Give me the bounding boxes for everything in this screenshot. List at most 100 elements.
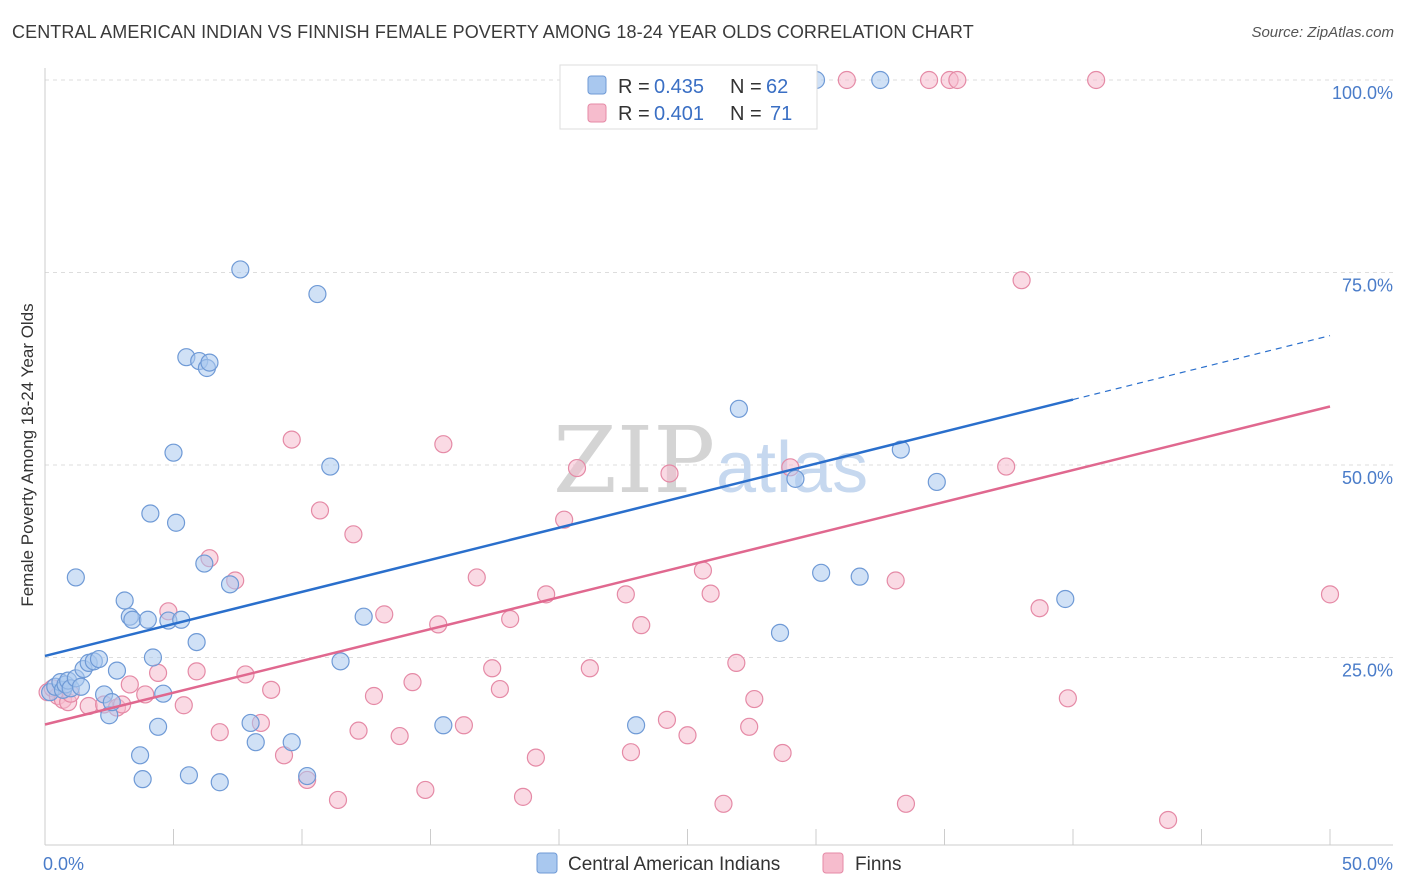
x-tick-labels: 0.0% 50.0% — [43, 854, 1393, 874]
central-american-indians-point-56 — [850, 567, 869, 586]
finns-point-55 — [714, 794, 733, 813]
central-american-indians-point-19 — [123, 610, 142, 629]
stats-legend: R = 0.435 N = 62 R = 0.401 N = 71 — [559, 64, 818, 130]
x-tick-label-0: 0.0% — [43, 854, 84, 874]
central-american-indians-point-44 — [298, 766, 317, 786]
central-american-indians-point-60 — [1056, 589, 1075, 609]
finns-point-37 — [467, 568, 486, 587]
central-american-indians-point-61 — [66, 568, 85, 587]
central-american-indians-point-8 — [71, 677, 91, 696]
finns-point-67 — [997, 457, 1016, 476]
finns-point-48 — [621, 743, 641, 762]
finns-point-56 — [727, 653, 746, 672]
finns-point-54 — [701, 584, 720, 603]
central-american-indians-point-25 — [148, 717, 168, 736]
trend-line-blue — [44, 398, 1074, 658]
gridlines — [45, 79, 1393, 658]
finns-point-62 — [886, 571, 905, 590]
central-american-indians-point-48 — [354, 607, 373, 626]
central-american-indians-point-43 — [282, 733, 301, 752]
finns-point-25 — [310, 501, 330, 520]
central-american-indians-point-40 — [231, 260, 250, 279]
legend-swatch-blue — [587, 75, 607, 95]
central-american-indians-point-45 — [308, 284, 327, 304]
finns-point-63 — [896, 794, 916, 813]
finns-point-29 — [364, 686, 384, 706]
finns-point-38 — [483, 659, 502, 678]
central-american-indians-point-51 — [729, 399, 749, 418]
central-american-indians-point-36 — [200, 353, 219, 372]
central-american-indians-point-21 — [133, 770, 152, 789]
finns-point-21 — [262, 680, 281, 699]
central-american-indians-point-47 — [331, 652, 350, 671]
finns-point-58 — [745, 689, 764, 709]
finns-point-35 — [434, 435, 453, 454]
x-tick-label-1: 50.0% — [1342, 854, 1393, 874]
finns-point-31 — [390, 726, 409, 746]
finns-point-36 — [454, 716, 474, 735]
central-american-indians-point-28 — [164, 443, 183, 462]
finns-point-52 — [678, 726, 697, 745]
trend-line-blue-extension — [1072, 335, 1331, 401]
central-american-indians-point-16 — [107, 661, 127, 680]
chart-title: CENTRAL AMERICAN INDIAN VS FINNISH FEMAL… — [12, 22, 974, 42]
y-tick-label-2: 75.0% — [1342, 276, 1393, 296]
central-american-indians-point-59 — [927, 472, 946, 492]
central-american-indians-point-46 — [321, 457, 340, 476]
series-legend: Central American Indians Finns — [536, 852, 901, 875]
finns-point-47 — [616, 585, 635, 604]
series-legend-label-blue: Central American Indians — [568, 854, 780, 875]
finns-point-68 — [1012, 271, 1031, 290]
series-legend-swatch-blue — [536, 852, 558, 874]
y-tick-label-0: 25.0% — [1342, 661, 1393, 681]
finns-point-50 — [657, 710, 677, 729]
y-tick-labels: 25.0% 50.0% 75.0% 100.0% — [1332, 83, 1393, 681]
finns-point-44 — [555, 510, 574, 529]
finns-point-51 — [660, 464, 679, 483]
finns-point-59 — [773, 743, 792, 763]
central-american-indians-point-17 — [115, 591, 134, 610]
central-american-indians-point-38 — [210, 773, 229, 792]
series-legend-label-pink: Finns — [855, 854, 901, 875]
central-american-indians-point-29 — [166, 513, 186, 532]
central-american-indians-point-52 — [770, 623, 790, 642]
finns-point-12 — [148, 663, 168, 683]
finns-point-34 — [429, 615, 448, 634]
legend-r-value-blue: 0.435 — [654, 76, 704, 98]
finns-point-40 — [501, 609, 520, 629]
finns-point-33 — [416, 780, 435, 800]
finns-point-53 — [693, 561, 713, 580]
central-american-indians-point-57 — [871, 70, 890, 90]
trend-line-pink — [44, 405, 1331, 726]
finns-point-57 — [740, 717, 759, 736]
trend-lines — [44, 335, 1331, 726]
central-american-indians-point-24 — [143, 648, 163, 667]
central-american-indians-point-23 — [141, 504, 160, 523]
finns-point-69 — [1030, 599, 1049, 618]
finns-point-61 — [837, 70, 856, 90]
legend-swatch-pink — [587, 103, 607, 123]
finns-point-64 — [919, 70, 939, 90]
legend-n-value-blue: 62 — [766, 76, 788, 98]
central-american-indians-point-55 — [812, 563, 831, 582]
finns-point-49 — [632, 616, 651, 635]
legend-r-label-blue: R = — [618, 76, 650, 98]
finns-point-23 — [282, 430, 301, 449]
legend-r-label-pink: R = — [618, 103, 650, 125]
finns-point-14 — [174, 696, 193, 715]
finns-point-10 — [120, 675, 139, 694]
finns-point-73 — [1320, 585, 1340, 604]
finns-point-27 — [344, 525, 363, 544]
legend-n-label-blue: N = — [730, 76, 762, 98]
finns-point-39 — [490, 679, 509, 699]
axes — [44, 68, 1393, 846]
finns-point-32 — [403, 673, 422, 692]
finns-point-66 — [948, 70, 967, 90]
central-american-indians-point-33 — [187, 632, 206, 652]
central-american-indians-point-22 — [138, 610, 157, 629]
legend-n-label-pink: N = — [730, 103, 762, 125]
finns-point-72 — [1158, 810, 1178, 830]
y-tick-label-3: 100.0% — [1332, 83, 1393, 103]
central-american-indians-point-39 — [220, 575, 240, 594]
